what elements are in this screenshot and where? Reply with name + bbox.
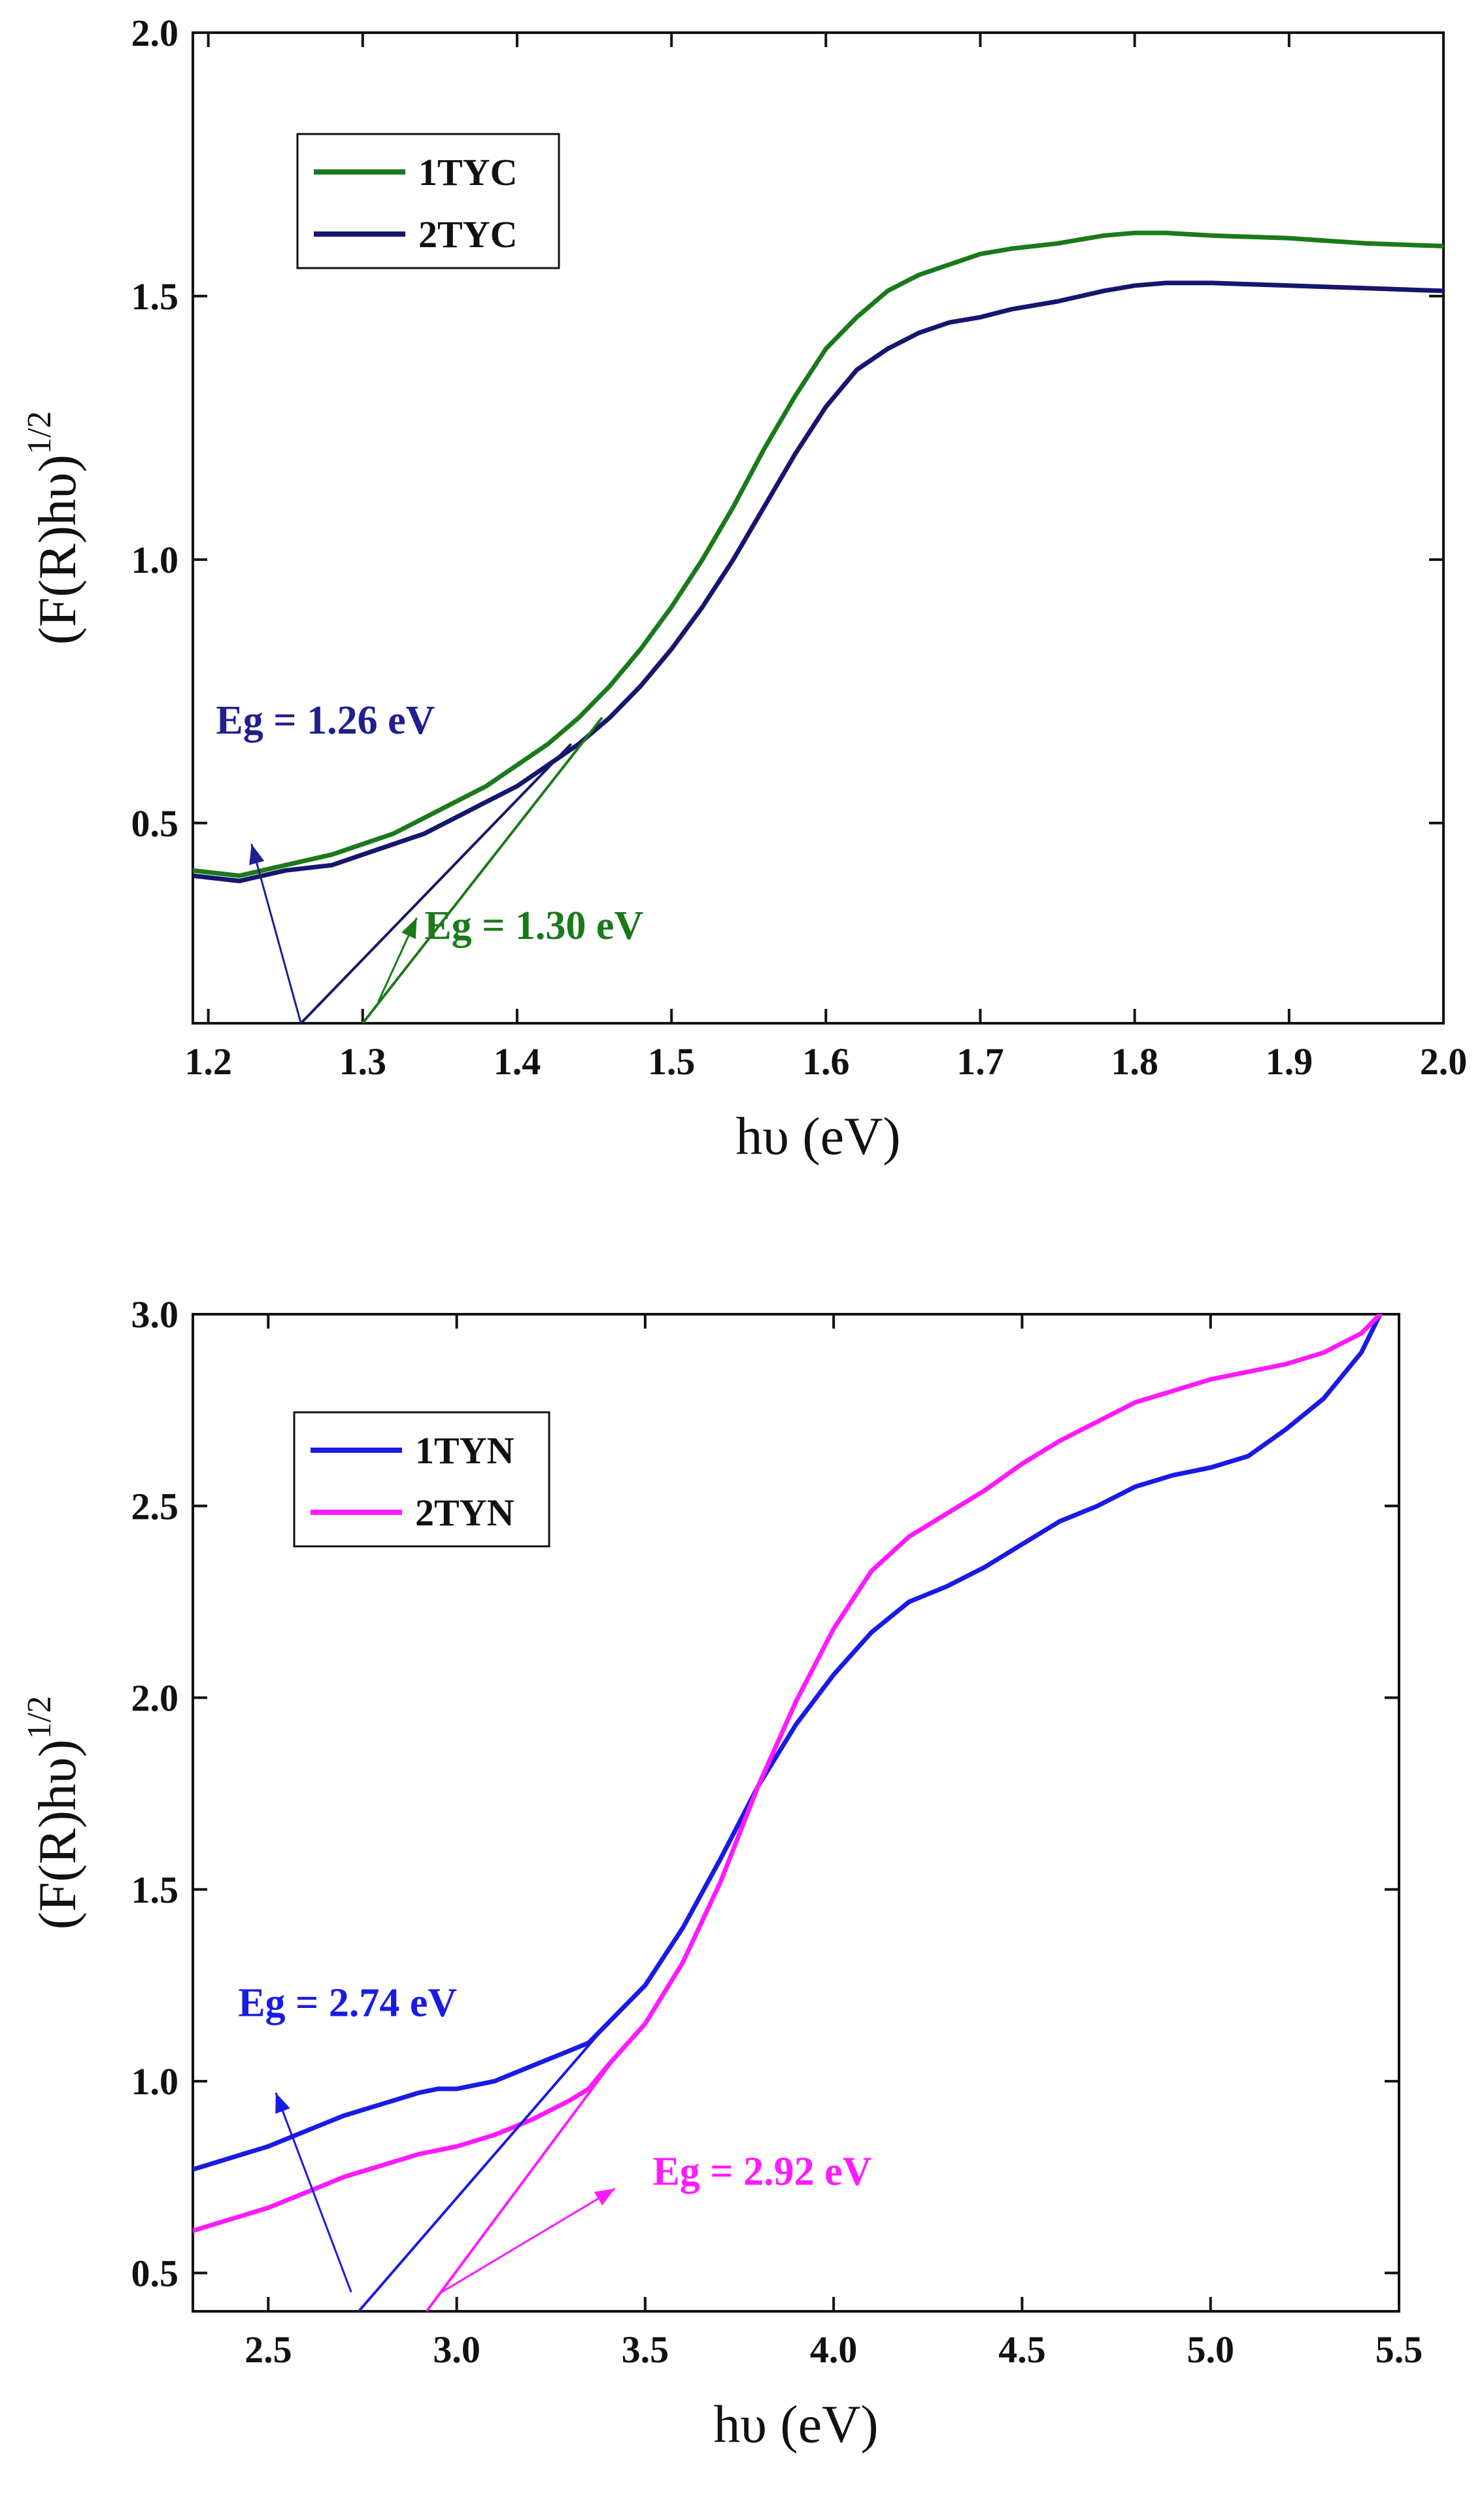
- series-line-1TYC: [193, 230, 1443, 878]
- series-line-2TYN: [193, 1314, 1383, 2234]
- x-tick-label: 1.5: [648, 1040, 696, 1083]
- legend-label: 1TYN: [415, 1429, 514, 1472]
- x-tick-label: 1.3: [339, 1040, 387, 1083]
- x-tick-label: 3.5: [622, 2328, 669, 2371]
- fit-line: [299, 743, 573, 1023]
- x-tick-label: 4.0: [810, 2328, 858, 2371]
- plot-content: [193, 230, 1443, 1023]
- annotation-arrow-shaft: [275, 2092, 352, 2293]
- annotation-arrow-head: [594, 2188, 615, 2205]
- y-axis-title-exponent: 1/2: [21, 411, 58, 454]
- x-tick-label: 1.4: [494, 1040, 541, 1083]
- x-tick-label: 1.6: [802, 1040, 850, 1083]
- plot-frame: [192, 31, 1445, 1025]
- fit-line: [425, 2042, 628, 2311]
- y-tick-label: 3.0: [131, 1293, 179, 1336]
- y-tick-label: 2.0: [131, 12, 179, 54]
- y-axis-title: (F(R)hυ)1/2: [21, 1696, 87, 1930]
- legend-label: 1TYC: [418, 151, 517, 194]
- legend-label: 2TYN: [415, 1491, 514, 1534]
- y-axis-title-exponent: 1/2: [21, 1696, 58, 1739]
- annotation-label: Eg = 1.30 eV: [424, 904, 643, 948]
- y-axis-title-main: (F(R)hυ): [27, 1739, 87, 1929]
- legend-box: [296, 133, 560, 269]
- x-axis-title: hυ (eV): [735, 1106, 900, 1166]
- x-axis-title: hυ (eV): [713, 2394, 878, 2454]
- plot-frame: [192, 1313, 1400, 2313]
- y-tick-label: 0.5: [131, 802, 179, 845]
- fit-line: [362, 717, 603, 1023]
- legend-box: [293, 1411, 550, 1548]
- y-tick-label: 2.5: [131, 1485, 179, 1527]
- legend-label: 2TYC: [418, 213, 517, 256]
- x-tick-label: 4.5: [998, 2328, 1046, 2371]
- x-tick-label: 3.0: [433, 2328, 481, 2371]
- x-tick-label: 2.5: [245, 2328, 292, 2371]
- y-tick-label: 0.5: [131, 2252, 179, 2294]
- chart-bottom-tyn: 2.5 3.0 3.5 4.0 4.5 5.0 5.5 0.5 1.0 1.5 2.0 2.5 3.0 h…: [21, 1293, 1423, 2454]
- x-tick-label: 5.5: [1375, 2328, 1423, 2371]
- x-tick-label: 1.2: [184, 1040, 232, 1083]
- y-axis-title-main: (F(R)hυ): [27, 454, 87, 645]
- y-tick-label: 1.5: [131, 1869, 179, 1911]
- annotation-arrow-head: [249, 844, 265, 866]
- x-tick-label: 1.8: [1111, 1040, 1158, 1083]
- annotation-arrow-head: [275, 2092, 290, 2114]
- series-line-2TYC: [193, 280, 1443, 883]
- annotation-label: Eg = 1.26 eV: [216, 698, 435, 743]
- annotation-arrow-shaft: [250, 843, 302, 1024]
- x-tick-label: 1.9: [1266, 1040, 1313, 1083]
- x-tick-label: 5.0: [1187, 2328, 1234, 2371]
- plot-content: [193, 1314, 1383, 2311]
- y-tick-label: 1.5: [131, 275, 179, 318]
- annotation-label: Eg = 2.74 eV: [238, 1980, 457, 2025]
- annotation-label: Eg = 2.92 eV: [652, 2149, 871, 2194]
- x-tick-label: 1.7: [956, 1040, 1004, 1083]
- y-axis-title: (F(R)hυ)1/2: [21, 411, 87, 645]
- y-tick-label: 1.0: [131, 2060, 179, 2103]
- annotation-arrow-head: [401, 917, 417, 940]
- fit-line: [358, 2022, 609, 2311]
- chart-top-tyc: 1.2 1.3 1.4 1.5 1.6 1.7 1.8 1.9 2.0 0.5 1.0 1.5 2.0 h…: [21, 12, 1467, 1166]
- x-tick-label: 2.0: [1420, 1040, 1468, 1083]
- y-tick-label: 2.0: [131, 1677, 179, 1720]
- annotation-arrow-shaft: [441, 2188, 616, 2293]
- y-tick-label: 1.0: [131, 539, 179, 581]
